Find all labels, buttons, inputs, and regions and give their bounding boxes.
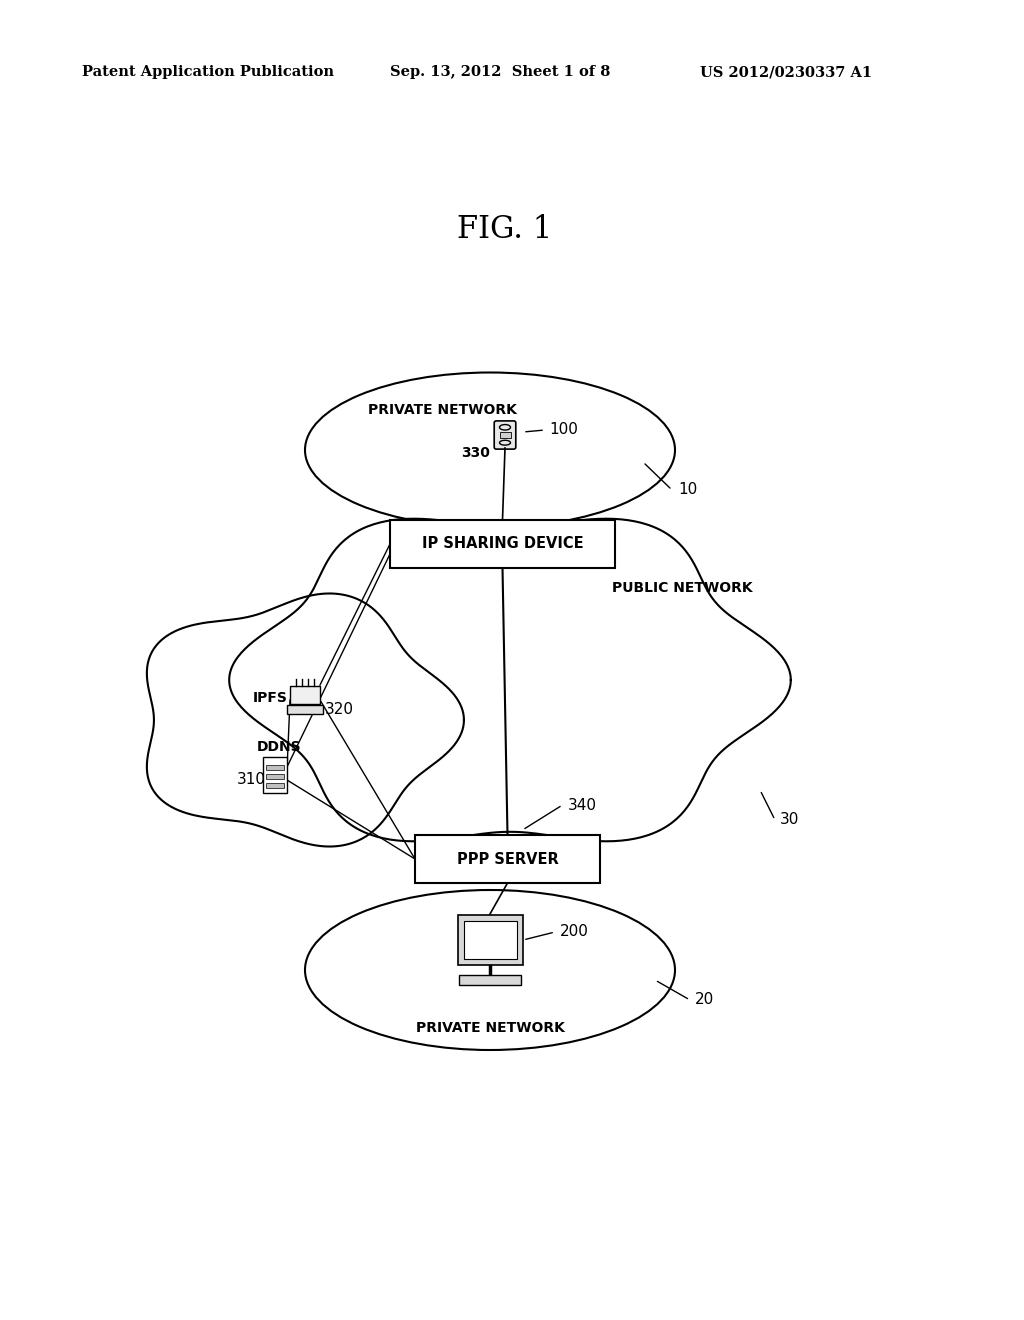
Text: Sep. 13, 2012  Sheet 1 of 8: Sep. 13, 2012 Sheet 1 of 8: [390, 65, 610, 79]
Text: 20: 20: [695, 993, 715, 1007]
Bar: [266, 774, 284, 779]
Text: 10: 10: [678, 483, 697, 498]
Bar: [464, 921, 516, 960]
Text: Patent Application Publication: Patent Application Publication: [82, 65, 334, 79]
Text: 200: 200: [560, 924, 589, 940]
Bar: [266, 766, 284, 770]
Bar: [287, 705, 323, 714]
Bar: [390, 520, 615, 568]
Text: IP SHARING DEVICE: IP SHARING DEVICE: [422, 536, 584, 552]
Text: 320: 320: [325, 702, 354, 718]
Text: PRIVATE NETWORK: PRIVATE NETWORK: [368, 403, 517, 417]
Bar: [415, 836, 600, 883]
FancyBboxPatch shape: [495, 421, 516, 449]
Bar: [263, 756, 287, 793]
Text: PRIVATE NETWORK: PRIVATE NETWORK: [416, 1020, 564, 1035]
Bar: [458, 915, 522, 965]
Text: DDNS: DDNS: [257, 741, 302, 754]
Text: 310: 310: [237, 772, 266, 788]
Bar: [266, 783, 284, 788]
Bar: [290, 686, 319, 704]
Text: 340: 340: [567, 797, 597, 813]
Text: FIG. 1: FIG. 1: [458, 214, 553, 246]
Text: PPP SERVER: PPP SERVER: [457, 851, 558, 866]
Text: IPFS: IPFS: [253, 690, 288, 705]
Text: 100: 100: [549, 422, 578, 437]
Text: 30: 30: [780, 813, 800, 828]
Text: PUBLIC NETWORK: PUBLIC NETWORK: [612, 581, 753, 595]
Bar: [459, 975, 521, 985]
Ellipse shape: [500, 425, 511, 430]
Ellipse shape: [500, 441, 511, 445]
Bar: [500, 432, 511, 438]
Text: US 2012/0230337 A1: US 2012/0230337 A1: [700, 65, 872, 79]
Text: 330: 330: [461, 446, 489, 459]
